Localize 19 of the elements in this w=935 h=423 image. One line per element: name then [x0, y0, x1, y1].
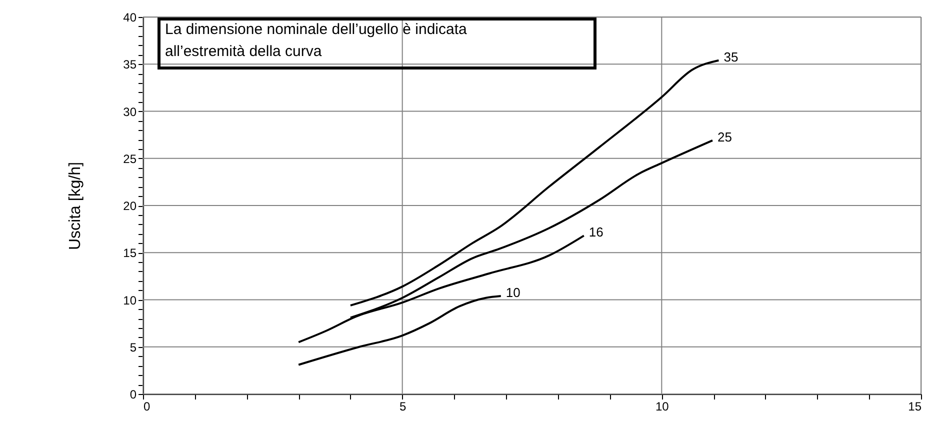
series-label: 35	[724, 49, 738, 64]
series-label: 10	[506, 284, 520, 300]
x-tick-label: 10	[655, 400, 670, 414]
x-tick-label: 15	[908, 400, 922, 414]
y-axis-title: Uscita [kg/h]	[67, 162, 84, 250]
y-tick-label: 35	[123, 58, 137, 72]
y-tick-label: 5	[130, 340, 137, 354]
y-tick-label: 10	[123, 293, 137, 308]
annotation: La dimensione nominale dell’ugello è indicata all’estremità della curva	[165, 21, 468, 60]
y-tick-label: 30	[123, 104, 137, 119]
series-label: 16	[588, 224, 604, 240]
y-tick-label: 40	[123, 10, 137, 24]
y-tick-label: 20	[123, 199, 137, 213]
y-tick-label: 15	[123, 246, 137, 260]
x-tick-label: 5	[399, 400, 406, 414]
series-label: 25	[717, 129, 732, 144]
x-tick-label: 0	[144, 400, 150, 414]
y-tick-label: 25	[123, 152, 137, 166]
y-tick-label: 0	[130, 388, 137, 402]
